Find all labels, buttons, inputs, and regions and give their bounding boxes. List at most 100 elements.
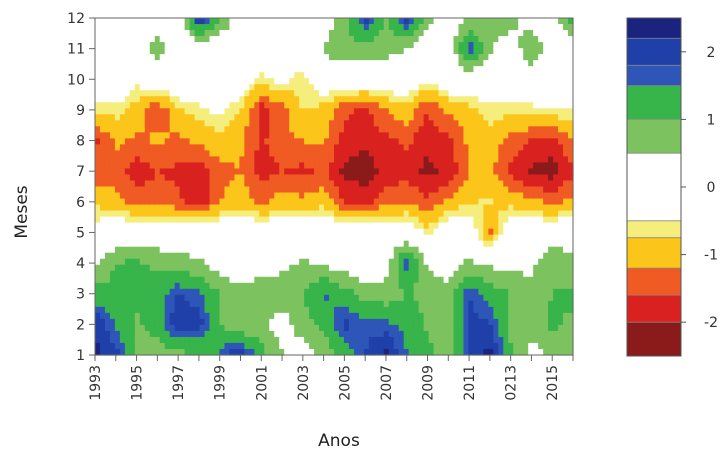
heatmap-cell (428, 102, 435, 109)
heatmap-cell (114, 276, 121, 284)
heatmap-cell (508, 246, 514, 254)
heatmap-cell (428, 306, 435, 314)
heatmap-cell (368, 312, 375, 320)
heatmap-cell (483, 138, 489, 145)
heatmap-cell (169, 36, 176, 43)
heatmap-cell (473, 72, 479, 79)
heatmap-cell (224, 258, 231, 266)
heatmap-cell (518, 336, 524, 344)
heatmap-cell (154, 162, 161, 170)
heatmap-cell (418, 288, 425, 296)
heatmap-cell (319, 276, 325, 284)
heatmap-cell (104, 78, 111, 85)
heatmap-cell (413, 186, 420, 194)
heatmap-cell (249, 138, 255, 145)
heatmap-cell (294, 126, 300, 133)
heatmap-cell (423, 270, 430, 278)
heatmap-cell (99, 342, 106, 350)
heatmap-cell (234, 144, 240, 151)
heatmap-cell (209, 204, 216, 212)
heatmap-cell (194, 228, 201, 236)
heatmap-cell (528, 264, 534, 272)
heatmap-cell (184, 102, 191, 109)
heatmap-cell (538, 30, 544, 37)
heatmap-cell (334, 150, 340, 158)
heatmap-cell (508, 186, 514, 194)
heatmap-cell (353, 114, 360, 121)
heatmap-cell (149, 126, 156, 133)
heatmap-cell (134, 18, 141, 25)
heatmap-cell (164, 204, 171, 212)
heatmap-cell (403, 114, 410, 121)
heatmap-cell (468, 306, 475, 314)
heatmap-cell (473, 132, 479, 139)
heatmap-cell (458, 246, 465, 254)
heatmap-cell (174, 264, 181, 272)
heatmap-cell (438, 30, 445, 37)
heatmap-cell (398, 120, 405, 127)
heatmap-cell (513, 198, 519, 206)
heatmap-cell (144, 294, 151, 302)
heatmap-cell (109, 174, 116, 182)
heatmap-cell (378, 78, 385, 85)
heatmap-cell (433, 24, 440, 31)
heatmap-cell (174, 102, 181, 109)
heatmap-cell (294, 144, 300, 151)
heatmap-cell (403, 42, 410, 49)
heatmap-cell (513, 210, 519, 218)
heatmap-cell (279, 72, 285, 79)
heatmap-cell (159, 198, 166, 206)
heatmap-cell (154, 306, 161, 314)
heatmap-cell (443, 24, 450, 31)
heatmap-cell (423, 114, 430, 121)
heatmap-cell (199, 336, 206, 344)
heatmap-cell (284, 294, 290, 302)
heatmap-cell (249, 294, 255, 302)
heatmap-cell (169, 102, 176, 109)
heatmap-cell (214, 234, 221, 242)
heatmap-cell (513, 138, 519, 145)
heatmap-cell (129, 246, 136, 254)
heatmap-cell (269, 78, 275, 85)
heatmap-cell (194, 282, 201, 290)
heatmap-cell (324, 48, 330, 55)
heatmap-cell (214, 78, 221, 85)
heatmap-cell (463, 72, 470, 79)
heatmap-cell (214, 144, 221, 151)
heatmap-cell (309, 24, 315, 31)
heatmap-cell (438, 198, 445, 206)
heatmap-cell (363, 348, 370, 356)
heatmap-cell (144, 66, 151, 73)
heatmap-cell (468, 210, 475, 218)
heatmap-cell (433, 294, 440, 302)
heatmap-cell (353, 84, 360, 91)
heatmap-cell (513, 18, 519, 25)
heatmap-cell (224, 174, 231, 182)
heatmap-cell (358, 54, 365, 61)
heatmap-cell (234, 66, 240, 73)
heatmap-cell (393, 258, 400, 266)
heatmap-cell (448, 222, 455, 230)
heatmap-cell (269, 72, 275, 79)
heatmap-cell (403, 138, 410, 145)
heatmap-cell (413, 348, 420, 356)
heatmap-cell (279, 114, 285, 121)
heatmap-cell (334, 240, 340, 248)
heatmap-cell (453, 342, 460, 350)
heatmap-cell (343, 66, 350, 73)
heatmap-cell (503, 312, 509, 320)
heatmap-cell (234, 312, 240, 320)
heatmap-cell (189, 180, 196, 188)
heatmap-cell (483, 84, 489, 91)
heatmap-cell (523, 192, 529, 200)
heatmap-cell (174, 144, 181, 151)
heatmap-cell (214, 300, 221, 308)
heatmap-cell (174, 222, 181, 230)
heatmap-cell (413, 324, 420, 332)
heatmap-cell (249, 162, 255, 170)
heatmap-cell (274, 90, 280, 97)
heatmap-cell (383, 66, 390, 73)
heatmap-cell (368, 126, 375, 133)
heatmap-cell (413, 228, 420, 236)
heatmap-cell (299, 252, 305, 260)
